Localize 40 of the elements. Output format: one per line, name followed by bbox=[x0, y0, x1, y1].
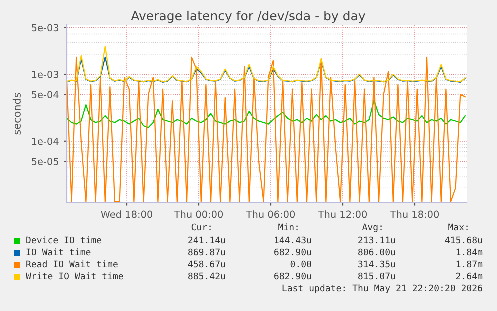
text: 241.14u bbox=[188, 236, 226, 244]
text: 144.43u bbox=[275, 236, 312, 244]
legend-label: Read IO Wait time bbox=[26, 260, 118, 268]
x-tick-label: Thu 18:00 bbox=[390, 210, 440, 218]
text: Cur: bbox=[192, 224, 211, 231]
line-series bbox=[67, 46, 466, 83]
text: 415.68u bbox=[445, 236, 482, 244]
x-tick-label: Wed 18:00 bbox=[101, 210, 153, 218]
text: 0.00 bbox=[290, 260, 312, 268]
y-tick-label: 5e-05 bbox=[32, 158, 59, 166]
y-tick-label: 5e-04 bbox=[32, 91, 59, 98]
text: 213.11u bbox=[358, 236, 396, 244]
x-tick-label: Thu 00:00 bbox=[174, 210, 224, 218]
text: 806.00u bbox=[358, 248, 396, 256]
y-axis-title: seconds bbox=[12, 93, 21, 135]
x-tick-label: Thu 06:00 bbox=[246, 210, 296, 218]
text: 815.07u bbox=[358, 272, 396, 280]
legend-label: Device IO time bbox=[26, 236, 102, 244]
legend-label: Write IO Wait time bbox=[26, 272, 124, 280]
text: Avg: bbox=[362, 224, 382, 232]
legend-label: IO Wait time bbox=[26, 248, 91, 256]
text: 869.87u bbox=[188, 248, 226, 256]
text: 458.67u bbox=[188, 260, 226, 268]
text: 682.90u bbox=[274, 272, 312, 280]
line-series bbox=[67, 56, 466, 84]
y-tick-label: 5e-03 bbox=[32, 24, 59, 32]
x-tick-label: Thu 12:00 bbox=[318, 210, 368, 218]
text: 1.87m bbox=[456, 260, 483, 268]
text: Last update: Thu May 21 22:20:20 2026 bbox=[282, 284, 482, 294]
text: 314.35u bbox=[358, 260, 396, 268]
text: Max: bbox=[448, 224, 468, 231]
line-series bbox=[67, 100, 466, 128]
text: 885.42u bbox=[188, 272, 226, 280]
text: 1.84m bbox=[456, 248, 483, 256]
y-tick-label: 1e-04 bbox=[32, 138, 59, 146]
text: Min: bbox=[278, 224, 298, 231]
text: 682.90u bbox=[274, 248, 312, 256]
chart-title: Average latency for /dev/sda - by day bbox=[131, 10, 366, 24]
y-tick-label: 1e-03 bbox=[32, 71, 59, 78]
text: 2.64m bbox=[456, 272, 483, 280]
